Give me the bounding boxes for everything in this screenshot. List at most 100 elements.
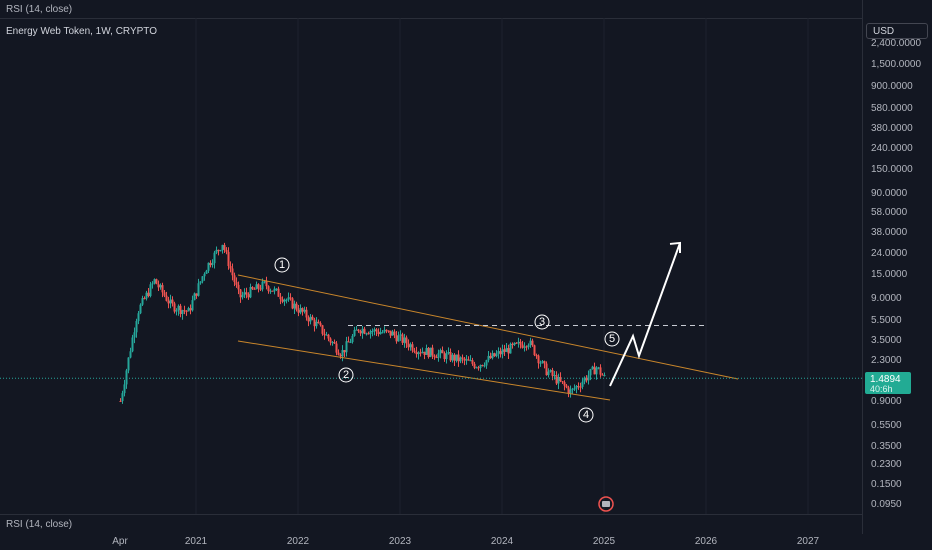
- candle-body: [599, 367, 602, 375]
- price-tick-label: 380.0000: [871, 123, 913, 134]
- candle-body: [157, 284, 160, 288]
- candle-body: [221, 244, 224, 251]
- price-tick-label: 15.0000: [871, 269, 908, 280]
- candle-body: [191, 300, 194, 311]
- candle-body: [553, 375, 556, 377]
- candle-body: [361, 328, 364, 334]
- candle-body: [583, 377, 586, 382]
- candle-body: [567, 387, 570, 394]
- price-tick-label: 58.0000: [871, 207, 908, 218]
- time-axis[interactable]: Apr 2021 2022 2023 2024 2025 2026 2027: [0, 534, 862, 550]
- wave-label-circle: [274, 257, 290, 273]
- candle-body: [303, 309, 306, 312]
- candle-body: [537, 355, 540, 364]
- candle-body: [197, 283, 200, 296]
- candle-body: [543, 361, 546, 364]
- candle-body: [507, 348, 510, 354]
- candle-body: [487, 355, 490, 361]
- candle-body: [355, 329, 358, 331]
- candle-body: [425, 348, 428, 355]
- candle-body: [477, 367, 480, 369]
- candle-body: [323, 333, 326, 336]
- candle-body: [601, 374, 604, 376]
- wave-label-text: 5: [609, 333, 615, 345]
- price-tick-label: 1,500.0000: [871, 59, 921, 70]
- candle-body: [597, 367, 600, 369]
- candle-body: [563, 382, 566, 386]
- candle-body: [535, 355, 538, 357]
- candle-body: [545, 363, 548, 376]
- candle-body: [377, 331, 380, 335]
- candle-body: [497, 351, 500, 354]
- price-axis[interactable]: 2,400.0000 1,500.0000 900.0000 580.0000 380.…: [863, 0, 932, 534]
- time-tick-label: 2023: [388, 536, 412, 547]
- price-tick-label: 2.3000: [871, 355, 902, 366]
- candle-body: [341, 350, 344, 357]
- candle-body: [571, 388, 574, 390]
- price-chart[interactable]: 1 2 3 4 5: [0, 0, 862, 514]
- price-tick-label: 0.0950: [871, 499, 902, 510]
- price-tick-label: 24.0000: [871, 248, 908, 259]
- candle-body: [481, 365, 484, 367]
- candle-body: [395, 335, 398, 342]
- candle-body: [471, 360, 474, 364]
- candle-body: [121, 393, 124, 402]
- candle-body: [401, 334, 404, 343]
- candle-body: [411, 344, 414, 351]
- candle-body: [371, 331, 374, 333]
- event-marker-flag: [602, 501, 610, 507]
- candle-body: [449, 352, 452, 361]
- currency-selector[interactable]: USD: [866, 23, 928, 39]
- wave-label-text: 1: [279, 259, 285, 271]
- candle-body: [423, 351, 426, 355]
- candle-body: [135, 321, 138, 333]
- candle-body: [331, 342, 334, 344]
- candle-body: [499, 351, 502, 355]
- candle-body: [321, 325, 324, 334]
- candle-body: [167, 300, 170, 304]
- candle-body: [409, 344, 412, 348]
- candle-body: [493, 353, 496, 357]
- candle-body: [317, 321, 320, 324]
- candle-body: [243, 292, 246, 296]
- candle-body: [465, 359, 468, 361]
- wave-label-4: 4: [578, 407, 594, 423]
- candle-body: [455, 354, 458, 361]
- projection-path: [609, 242, 681, 387]
- candle-body: [273, 288, 276, 292]
- candle-body: [421, 351, 424, 353]
- wave-label-1: 1: [274, 257, 290, 273]
- candle-body: [145, 292, 148, 299]
- price-tick-label: 150.0000: [871, 164, 913, 175]
- candle-body: [277, 288, 280, 297]
- candle-body: [363, 328, 366, 334]
- candle-body: [387, 330, 390, 332]
- price-tick-label: 0.2300: [871, 459, 902, 470]
- candle-body: [215, 249, 218, 253]
- candle-body: [435, 357, 438, 359]
- candle-body: [187, 308, 190, 312]
- indicator-header[interactable]: RSI (14, close): [0, 0, 862, 19]
- wave-label-circle: [534, 314, 550, 330]
- candle-body: [473, 363, 476, 368]
- candle-body: [573, 388, 576, 390]
- candle-body: [287, 297, 290, 300]
- candle-body: [297, 309, 300, 313]
- candle-body: [479, 365, 482, 368]
- bar-countdown: 40:6h: [870, 384, 893, 394]
- candle-body: [415, 351, 418, 355]
- candle-body: [161, 285, 164, 293]
- candle-body: [237, 284, 240, 290]
- event-marker-icon[interactable]: [598, 496, 614, 512]
- candle-body: [227, 251, 230, 267]
- candle-body: [595, 367, 598, 375]
- candle-body: [245, 292, 248, 295]
- candle-body: [247, 294, 250, 298]
- candle-body: [459, 357, 462, 362]
- candle-body: [309, 316, 312, 322]
- candle-body: [289, 297, 292, 299]
- candle-body: [125, 370, 128, 385]
- rsi-pane[interactable]: RSI (14, close): [0, 514, 862, 535]
- candle-body: [337, 352, 340, 355]
- candle-body: [141, 298, 144, 305]
